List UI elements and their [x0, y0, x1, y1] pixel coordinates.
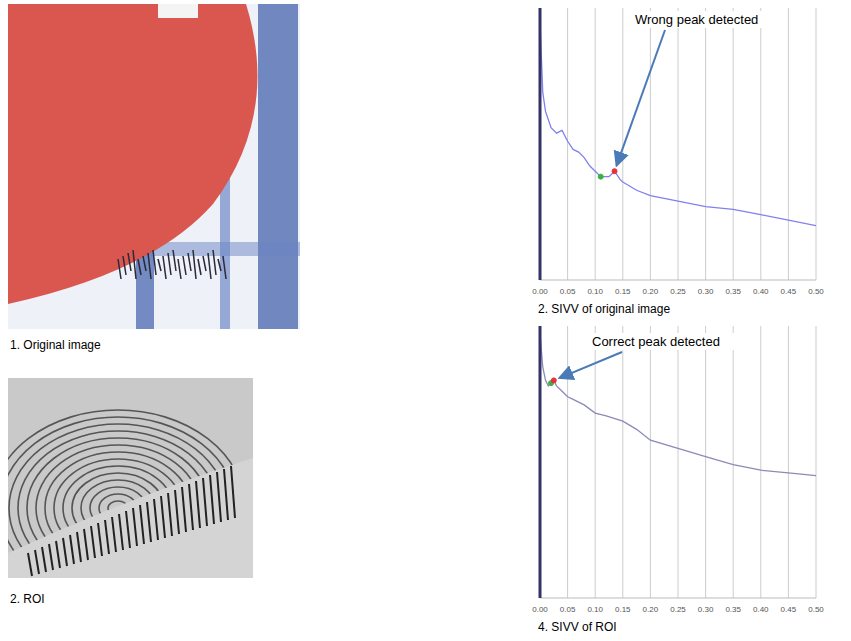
- svg-text:0.35: 0.35: [725, 605, 741, 614]
- svg-text:0.00: 0.00: [532, 605, 548, 614]
- svg-text:0.00: 0.00: [532, 287, 548, 296]
- svg-text:0.40: 0.40: [753, 605, 769, 614]
- svg-text:0.10: 0.10: [587, 605, 603, 614]
- svg-text:0.35: 0.35: [725, 287, 741, 296]
- svg-text:0.45: 0.45: [781, 287, 797, 296]
- html-text:2. ROI: 2. ROI: [10, 592, 45, 606]
- svg-text:0.15: 0.15: [615, 605, 631, 614]
- svg-text:0.30: 0.30: [698, 287, 714, 296]
- svg-text:0.20: 0.20: [643, 605, 659, 614]
- svg-text:0.20: 0.20: [643, 287, 659, 296]
- svg-text:0.45: 0.45: [781, 605, 797, 614]
- svg-text:0.25: 0.25: [670, 287, 686, 296]
- svg-text:0.40: 0.40: [753, 287, 769, 296]
- svg-text:0.10: 0.10: [587, 287, 603, 296]
- svg-text:0.50: 0.50: [808, 287, 824, 296]
- html-text:2. SIVV of original image: 2. SIVV of original image: [538, 302, 671, 316]
- svg-text:0.15: 0.15: [615, 287, 631, 296]
- svg-text:0.30: 0.30: [698, 605, 714, 614]
- html-text:1. Original image: 1. Original image: [10, 338, 101, 352]
- svg-text:0.50: 0.50: [808, 605, 824, 614]
- html-text:4. SIVV of ROI: 4. SIVV of ROI: [538, 620, 617, 634]
- svg-text:0.25: 0.25: [670, 605, 686, 614]
- svg-text:0.05: 0.05: [560, 605, 576, 614]
- svg-text:0.05: 0.05: [560, 287, 576, 296]
- svg-text:Wrong peak detected: Wrong peak detected: [635, 12, 758, 27]
- svg-text:Correct peak detected: Correct peak detected: [592, 334, 720, 349]
